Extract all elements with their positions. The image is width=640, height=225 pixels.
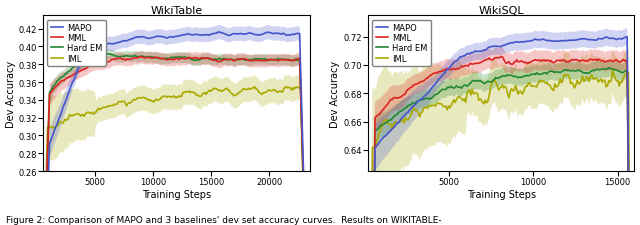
Legend: MAPO, MML, Hard EM, IML: MAPO, MML, Hard EM, IML: [372, 20, 431, 67]
Title: WikiSQL: WikiSQL: [479, 6, 524, 16]
Y-axis label: Dev Accuracy: Dev Accuracy: [330, 60, 340, 127]
Y-axis label: Dev Accuracy: Dev Accuracy: [6, 60, 15, 127]
Legend: MAPO, MML, Hard EM, IML: MAPO, MML, Hard EM, IML: [47, 20, 106, 67]
Title: WikiTable: WikiTable: [150, 6, 202, 16]
Text: Figure 2: Comparison of MAPO and 3 baselines' dev set accuracy curves.  Results : Figure 2: Comparison of MAPO and 3 basel…: [6, 215, 442, 224]
X-axis label: Training Steps: Training Steps: [142, 189, 211, 199]
X-axis label: Training Steps: Training Steps: [467, 189, 536, 199]
